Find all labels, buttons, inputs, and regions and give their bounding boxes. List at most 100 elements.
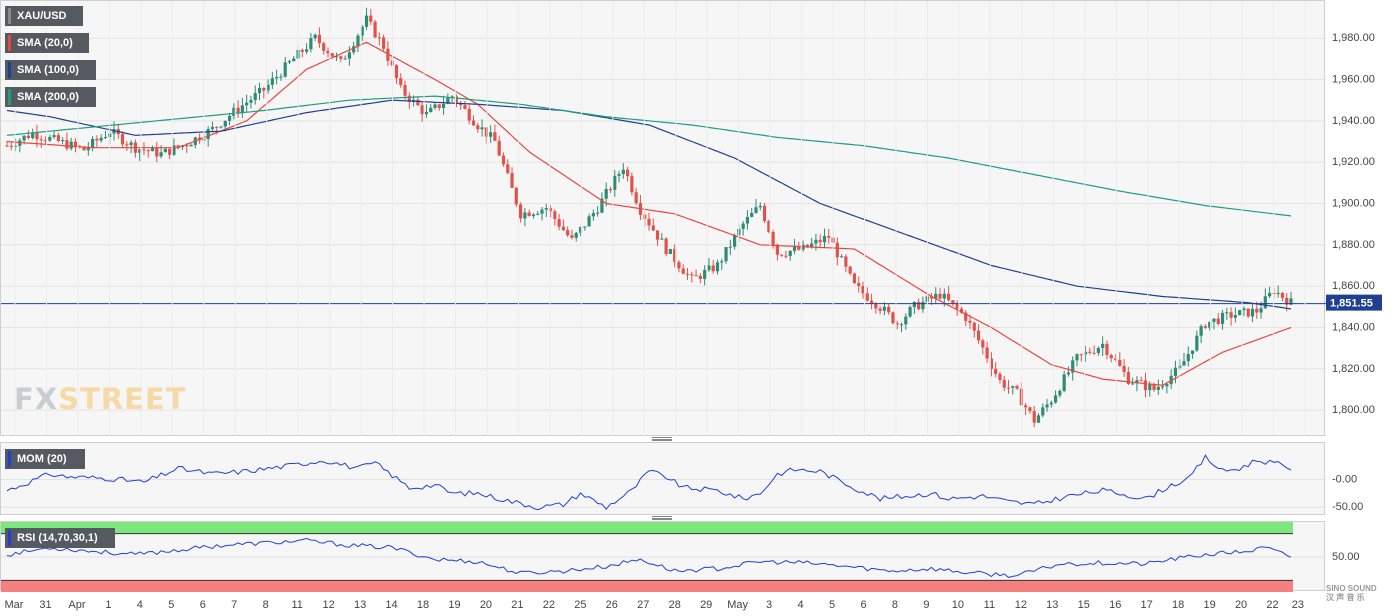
candle-body — [1092, 352, 1096, 354]
candle-body — [668, 248, 672, 254]
candle-body — [257, 87, 262, 94]
time-tick-label: 22 — [1266, 599, 1278, 611]
price-axis: 1,980.00 1,960.00 1,940.00 1,920.00 1,900.00… — [1326, 0, 1395, 436]
candle-body — [604, 189, 608, 199]
price-chart-panel[interactable] — [0, 0, 1326, 437]
candle-body — [531, 214, 536, 217]
candle-body — [882, 306, 886, 311]
legend-rsi[interactable]: RSI (14,70,30,1) — [5, 528, 115, 548]
candle-body — [420, 105, 424, 115]
candle-body — [480, 127, 484, 130]
candle-body — [985, 347, 989, 359]
candle-body — [917, 301, 921, 310]
candle-body — [887, 306, 891, 313]
candle-body — [591, 213, 595, 217]
candle-body — [1101, 343, 1105, 348]
candle-body — [232, 107, 236, 116]
candle-body — [441, 103, 446, 108]
candle-body — [262, 87, 266, 91]
price-tick-label: 1,960.00 — [1332, 74, 1375, 86]
candle-body — [947, 293, 951, 301]
time-tick-label: 28 — [669, 599, 681, 611]
candle-body — [1032, 411, 1036, 423]
candle-body — [869, 300, 874, 304]
candle-body — [514, 187, 518, 205]
candle-body — [1238, 310, 1242, 316]
candle-body — [596, 212, 600, 214]
candle-body — [698, 275, 702, 279]
candle-body — [373, 21, 377, 38]
candle-body — [65, 140, 69, 149]
candle-body — [942, 293, 946, 299]
legend-mom[interactable]: MOM (20) — [5, 449, 85, 469]
candle-body — [206, 129, 210, 140]
candle-body — [510, 173, 514, 188]
legend-sma20[interactable]: SMA (20,0) — [5, 33, 89, 53]
time-tick-label: 18 — [417, 599, 429, 611]
candle-body — [655, 230, 660, 240]
candle-body — [600, 198, 604, 213]
legend-sma100[interactable]: SMA (100,0) — [5, 60, 96, 80]
candle-body — [874, 303, 878, 309]
momentum-panel[interactable] — [0, 442, 1326, 515]
panel-resize-handle[interactable] — [652, 437, 672, 441]
time-tick-label: 21 — [511, 599, 523, 611]
candle-body — [1225, 312, 1229, 314]
time-tick-label: 12 — [323, 599, 335, 611]
candle-body — [574, 232, 578, 238]
legend-sma200[interactable]: SMA (200,0) — [5, 87, 96, 107]
candle-body — [1285, 297, 1289, 305]
legend-symbol[interactable]: XAU/USD — [5, 6, 83, 26]
candle-body — [613, 175, 617, 190]
candle-body — [1259, 308, 1263, 313]
time-tick-label: 5 — [168, 599, 174, 611]
candle-body — [61, 140, 65, 142]
candle-body — [347, 52, 351, 59]
candle-body — [994, 368, 998, 374]
candle-body — [1002, 379, 1006, 388]
candle-body — [399, 78, 403, 86]
price-tick-label: 1,880.00 — [1332, 239, 1375, 251]
candle-body — [159, 152, 163, 157]
time-tick-label: 11 — [291, 599, 302, 611]
candle-body — [463, 104, 467, 109]
time-tick-label: 20 — [480, 599, 492, 611]
time-tick-label: 20 — [1235, 599, 1247, 611]
candle-body — [369, 15, 373, 22]
time-tick-label: 5 — [829, 599, 835, 611]
candle-body — [861, 286, 865, 294]
candle-body — [1049, 402, 1053, 405]
time-tick-label: 16 — [1109, 599, 1121, 611]
candle-body — [797, 246, 801, 250]
candle-body — [501, 155, 506, 165]
candle-body — [394, 65, 399, 79]
candle-body — [964, 312, 968, 321]
candle-body — [99, 137, 103, 141]
price-tick-label: 1,900.00 — [1332, 198, 1375, 210]
candle-body — [360, 26, 364, 36]
oversold-zone — [1, 580, 1293, 592]
current-price-tag — [1326, 294, 1382, 311]
candle-body — [707, 265, 711, 271]
candle-body — [437, 104, 441, 108]
rsi-panel[interactable] — [0, 521, 1326, 592]
candle-body — [1212, 318, 1216, 322]
candle-body — [1118, 359, 1122, 366]
candle-body — [561, 226, 565, 231]
time-tick-label: 12 — [1015, 599, 1027, 611]
candle-body — [818, 239, 822, 243]
candle-body — [1242, 308, 1246, 311]
candle-body — [283, 62, 287, 77]
candle-body — [245, 102, 249, 106]
candle-body — [1036, 415, 1041, 423]
candle-body — [1024, 405, 1028, 408]
candle-body — [227, 115, 232, 121]
time-axis: Mar 31 Apr 1 4 5 6 7 8 11 12 13 14 18 19 20 21 22 25 26 27 28… — [5, 599, 1304, 611]
candle-body — [39, 139, 43, 141]
candle-body — [1178, 365, 1182, 368]
candle-body — [240, 105, 244, 113]
candle-body — [484, 127, 488, 137]
candle-body — [1015, 386, 1019, 389]
candle-body — [69, 141, 73, 149]
panel-resize-handle[interactable] — [652, 516, 672, 520]
